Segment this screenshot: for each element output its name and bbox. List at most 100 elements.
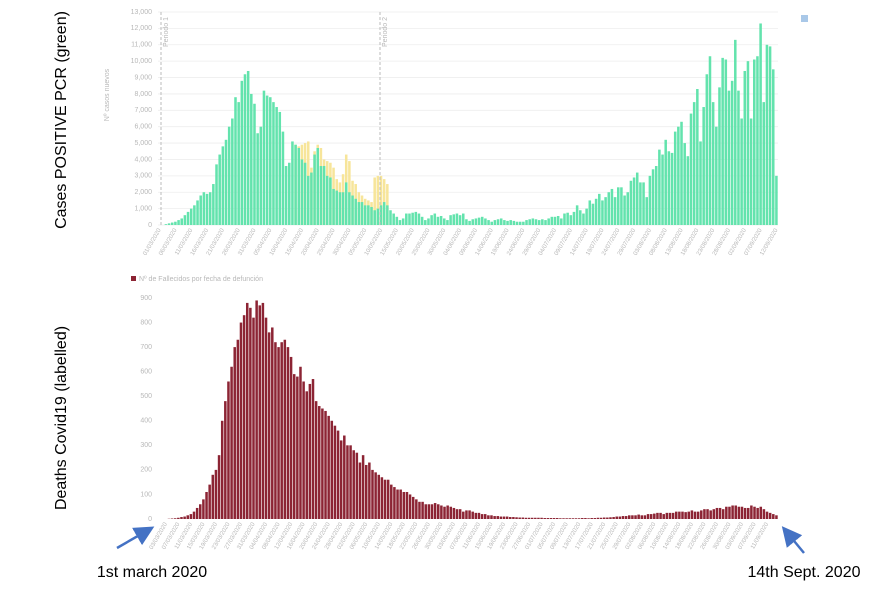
bar — [234, 97, 237, 225]
bar — [361, 455, 365, 519]
arrow — [116, 526, 155, 550]
bar — [512, 220, 516, 225]
legend-label: Nº de Fallecidos por fecha de defunción — [139, 276, 263, 283]
bar — [430, 504, 434, 519]
bar — [446, 220, 449, 225]
bar — [474, 512, 478, 519]
bar — [189, 208, 193, 225]
bar — [297, 147, 301, 225]
y-tick-label: 0 — [148, 516, 152, 523]
bar — [762, 102, 766, 225]
bar — [265, 95, 269, 225]
bar — [509, 220, 512, 225]
bar — [656, 512, 659, 519]
bar — [411, 496, 415, 519]
bar — [271, 327, 274, 519]
bar — [376, 208, 380, 225]
bar — [189, 514, 193, 519]
bar — [231, 118, 234, 225]
bar — [230, 366, 233, 519]
bar — [211, 474, 215, 519]
bar — [205, 491, 208, 519]
bar — [734, 39, 737, 225]
legend-swatch — [801, 15, 808, 22]
bar — [272, 102, 275, 225]
bar — [521, 517, 525, 519]
bar — [305, 391, 308, 519]
bar — [327, 415, 330, 519]
bar — [493, 516, 496, 519]
bar — [584, 518, 587, 519]
bar — [468, 220, 471, 225]
bar — [192, 511, 196, 519]
bar — [515, 517, 518, 519]
bar — [177, 517, 180, 519]
bar — [367, 205, 370, 225]
bar — [376, 175, 380, 225]
bar — [458, 215, 462, 225]
bar — [635, 172, 639, 225]
bar — [262, 90, 266, 226]
bar — [490, 515, 493, 519]
bar — [499, 516, 503, 519]
bar — [360, 202, 364, 225]
bar — [487, 515, 490, 519]
bar — [398, 220, 402, 225]
bar — [490, 221, 493, 225]
bar — [506, 220, 509, 225]
bar — [637, 514, 640, 519]
bar — [319, 166, 323, 225]
bar — [756, 56, 759, 225]
bar — [186, 211, 190, 225]
bar — [424, 504, 427, 519]
bar — [212, 184, 215, 225]
bar — [321, 408, 324, 519]
bar — [396, 489, 399, 519]
y-tick-label: 5,000 — [134, 140, 152, 147]
bar — [183, 516, 186, 519]
bar — [217, 455, 221, 519]
bar — [411, 212, 414, 225]
bar — [196, 200, 199, 225]
bar — [280, 342, 283, 519]
bar — [259, 126, 263, 225]
legend-swatch — [131, 276, 136, 281]
bar — [224, 139, 228, 225]
y-axis-label: Cases POSITIVE PCR (green) — [53, 11, 70, 229]
bar — [598, 193, 601, 225]
y-tick-label: 500 — [140, 393, 152, 400]
bar — [550, 216, 554, 225]
bar — [379, 175, 383, 225]
bar — [341, 192, 345, 225]
bar — [747, 507, 750, 519]
bar — [383, 479, 387, 519]
bar — [759, 506, 763, 519]
bar — [465, 510, 468, 519]
y-tick-label: 100 — [140, 491, 152, 498]
bar — [632, 177, 636, 225]
bar — [549, 518, 553, 519]
bar — [306, 175, 310, 225]
bar — [379, 205, 383, 225]
bar — [527, 517, 531, 519]
bar — [613, 197, 617, 225]
bar — [680, 121, 683, 225]
bar — [261, 302, 265, 519]
bar — [687, 511, 691, 519]
bar — [214, 469, 218, 519]
bar — [662, 514, 665, 519]
bar — [602, 517, 606, 519]
bar — [390, 484, 393, 519]
bar — [371, 469, 374, 519]
bar — [202, 192, 206, 225]
bar — [522, 221, 525, 225]
bar — [439, 215, 443, 225]
bar — [294, 144, 297, 225]
bar — [621, 516, 625, 519]
bar — [480, 514, 484, 519]
arrow — [781, 526, 805, 554]
bar — [569, 215, 573, 225]
bar — [300, 159, 304, 225]
bar — [313, 154, 316, 225]
bar — [355, 452, 359, 519]
